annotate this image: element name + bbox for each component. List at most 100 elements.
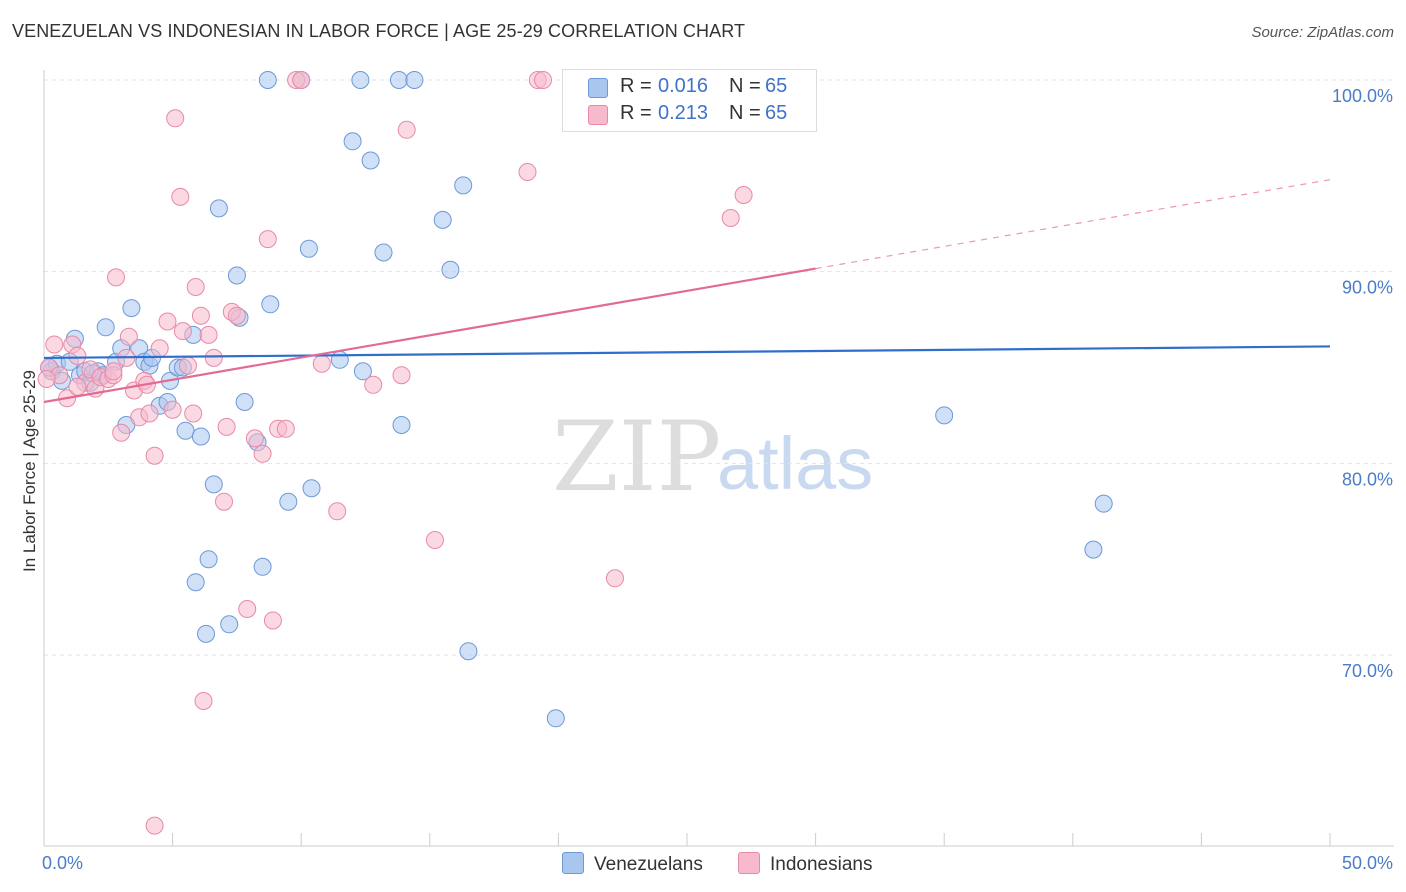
data-point [197,624,215,643]
data-point [68,377,87,396]
data-point [353,362,372,381]
data-point [454,176,473,195]
data-point [361,151,380,170]
data-point [935,406,954,425]
legend-swatch-indonesians [588,105,608,125]
data-point [343,132,362,151]
data-point [112,423,131,442]
data-point [119,327,138,346]
data-point [191,427,210,446]
data-point [441,260,460,279]
data-point [292,71,311,89]
data-point [163,400,182,419]
y-tick-label: 70.0% [1342,661,1393,681]
data-point [215,492,233,511]
data-point [263,611,282,630]
data-point [425,531,444,549]
bottom-legend-swatch-indonesians [738,852,760,874]
data-point [186,573,205,592]
data-point [392,416,411,434]
data-point [68,347,87,365]
data-point [459,642,478,661]
data-point [235,393,254,411]
data-point [433,210,452,229]
legend-n-value: 65 [765,102,788,124]
data-points [37,71,1113,835]
data-point [104,362,123,381]
data-point [330,350,349,369]
data-point [302,479,321,498]
data-point [184,404,203,423]
source-credit: Source: ZipAtlas.com [1251,24,1394,41]
data-point [199,550,218,569]
data-point [238,600,257,618]
data-point [145,816,164,835]
trend-line-venezuelans [43,345,1331,360]
trend-lines [43,179,1331,404]
data-point [721,209,740,227]
legend-n-label: N = [729,75,761,97]
data-point [279,492,298,511]
data-point [145,446,164,465]
data-point [253,557,272,576]
data-point [258,230,277,249]
data-point [122,299,141,318]
axes [43,70,1394,847]
data-point [37,370,56,388]
data-point [158,312,177,331]
legend-r-label: R = [620,102,652,124]
legend-n-value: 65 [765,75,788,97]
bottom-legend-venezuelans: Venezuelans [562,852,703,876]
data-point [204,475,223,494]
bottom-legend-indonesians: Indonesians [738,852,872,876]
data-point [204,348,223,367]
data-point [176,421,195,440]
watermark-zip: ZIP [552,401,721,513]
data-point [150,339,169,358]
data-point [405,71,424,89]
bottom-legend-label: Indonesians [770,854,873,875]
y-tick-label: 80.0% [1342,469,1393,489]
data-point [734,186,753,204]
data-point [245,429,264,448]
data-point [1084,540,1103,559]
y-tick-label: 100.0% [1332,86,1393,106]
data-point [389,71,408,89]
data-point [166,109,185,128]
data-point [253,444,272,463]
correlation-legend: R = 0.016 N = 65 R = 0.213 N = 65 [562,69,817,132]
x-tick-label: 0.0% [42,853,83,873]
data-point [227,266,246,285]
data-point [312,354,331,373]
data-point [261,295,280,314]
data-point [351,71,370,89]
data-point [606,569,624,588]
data-point [328,502,347,521]
legend-swatch-venezuelans [588,78,608,98]
data-point [546,709,565,728]
data-point [107,268,125,287]
data-point [1094,494,1113,513]
data-point [140,404,159,423]
bottom-legend-label: Venezuelans [594,854,703,875]
data-point [209,199,228,218]
series-indonesians [37,71,753,835]
data-point [518,163,537,181]
data-point [392,366,411,385]
bottom-legend-swatch-venezuelans [562,852,584,874]
data-point [186,278,205,296]
legend-r-value: 0.016 [658,75,709,97]
trend-line-extension [815,179,1331,270]
data-point [179,356,197,375]
data-point [194,692,213,710]
data-point [374,243,393,262]
data-point [299,239,318,258]
x-tick-label: 50.0% [1342,853,1393,873]
data-point [199,325,218,344]
tick-labels: 70.0% 80.0% 90.0% 100.0% 0.0% 50.0% [42,86,1393,873]
data-point [96,318,115,337]
data-point [171,187,190,206]
y-tick-label: 90.0% [1342,278,1393,298]
legend-r-value: 0.213 [658,102,709,124]
